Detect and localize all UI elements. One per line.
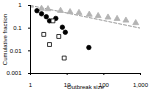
svg-text:1: 1 <box>29 82 33 88</box>
svg-text:1,000: 1,000 <box>133 82 149 88</box>
svg-text:Cumulative fraction: Cumulative fraction <box>2 14 8 65</box>
svg-text:Outbreak size: Outbreak size <box>67 84 105 90</box>
svg-text:0.001: 0.001 <box>6 70 22 76</box>
svg-text:0.1: 0.1 <box>13 25 22 31</box>
svg-text:1: 1 <box>18 2 22 8</box>
svg-text:0.01: 0.01 <box>10 48 22 54</box>
svg-text:100: 100 <box>98 81 109 88</box>
